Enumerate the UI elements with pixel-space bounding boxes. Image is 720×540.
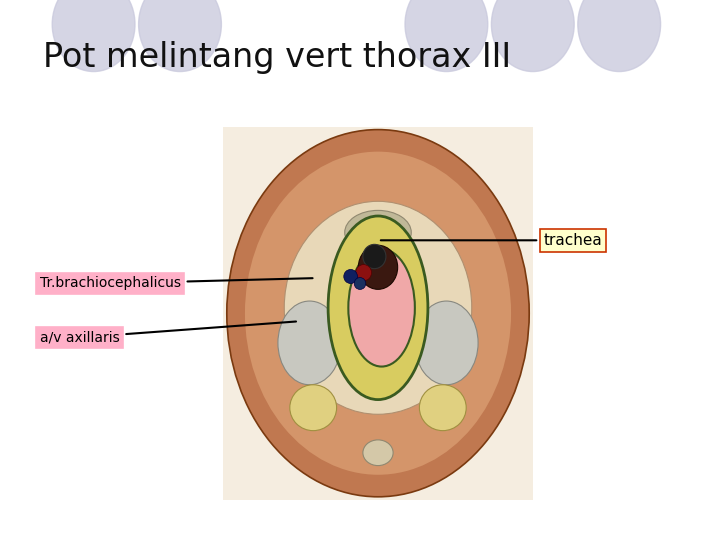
Ellipse shape: [363, 244, 386, 268]
Ellipse shape: [348, 249, 415, 367]
Ellipse shape: [245, 152, 511, 475]
Ellipse shape: [415, 301, 478, 384]
Ellipse shape: [356, 265, 372, 281]
Ellipse shape: [344, 269, 358, 284]
Ellipse shape: [53, 0, 135, 72]
Text: Tr.brachiocephalicus: Tr.brachiocephalicus: [40, 276, 312, 291]
Text: Pot melintang vert thorax III: Pot melintang vert thorax III: [43, 40, 511, 73]
Ellipse shape: [284, 201, 472, 414]
Ellipse shape: [278, 301, 341, 384]
Ellipse shape: [227, 130, 529, 497]
Ellipse shape: [405, 0, 488, 72]
Ellipse shape: [578, 0, 661, 72]
FancyBboxPatch shape: [223, 127, 533, 500]
Ellipse shape: [363, 440, 393, 465]
Text: trachea: trachea: [381, 233, 603, 248]
Text: a/v axillaris: a/v axillaris: [40, 321, 296, 345]
Ellipse shape: [290, 384, 337, 431]
Ellipse shape: [354, 278, 366, 289]
Ellipse shape: [359, 245, 397, 289]
Ellipse shape: [328, 216, 428, 400]
Ellipse shape: [345, 211, 411, 254]
Ellipse shape: [491, 0, 575, 72]
Ellipse shape: [138, 0, 222, 72]
Ellipse shape: [419, 384, 467, 431]
